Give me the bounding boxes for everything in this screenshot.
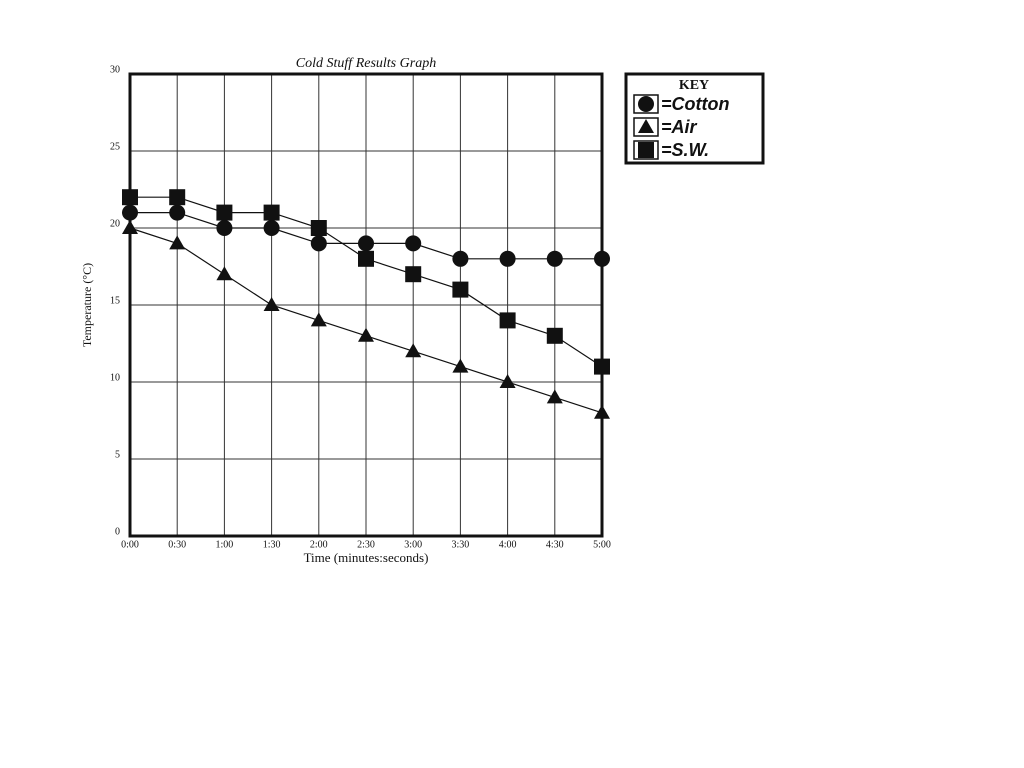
data-point — [452, 358, 469, 373]
legend-marker — [638, 142, 654, 158]
legend-marker — [638, 119, 654, 133]
data-point — [216, 204, 233, 221]
data-point — [358, 250, 374, 267]
x-tick-label: 3:00 — [404, 539, 422, 550]
data-point — [594, 404, 610, 419]
legend-title: KEY — [679, 78, 709, 93]
data-point — [546, 250, 563, 267]
data-point — [216, 266, 233, 281]
chart-title: Cold Stuff Results Graph — [296, 56, 436, 71]
data-point — [310, 220, 327, 236]
data-point — [546, 389, 563, 404]
x-tick-label: 0:00 — [121, 539, 139, 550]
data-point — [122, 220, 138, 234]
legend-label: =Cotton — [661, 94, 729, 114]
y-tick-label: 30 — [110, 64, 120, 75]
data-point — [452, 281, 469, 298]
data-point — [263, 297, 280, 311]
legend-label: =S.W. — [661, 140, 709, 160]
data-point — [263, 220, 280, 236]
data-point — [452, 250, 469, 267]
data-point — [499, 312, 516, 329]
x-tick-label: 4:30 — [546, 539, 564, 550]
data-point — [594, 250, 610, 267]
x-tick-label: 2:00 — [310, 539, 328, 550]
y-axis-label: Temperature (°C) — [80, 263, 94, 347]
x-tick-label: 3:30 — [452, 539, 470, 550]
data-point — [122, 204, 138, 221]
data-point — [405, 235, 422, 252]
data-point — [169, 189, 186, 206]
legend-marker — [638, 96, 654, 112]
data-point — [169, 235, 186, 250]
x-axis-label: Time (minutes:seconds) — [304, 550, 429, 565]
x-tick-label: 2:30 — [357, 539, 375, 550]
data-point — [310, 312, 327, 327]
plot-frame — [128, 72, 604, 538]
data-point — [358, 327, 374, 342]
data-point — [499, 374, 516, 388]
data-point — [594, 358, 610, 375]
data-point — [546, 327, 563, 344]
x-tick-label: 1:00 — [216, 539, 234, 550]
y-tick-label: 5 — [115, 449, 120, 460]
data-point — [405, 343, 422, 358]
y-tick-label: 20 — [110, 218, 120, 229]
data-point — [216, 220, 233, 236]
x-tick-label: 0:30 — [168, 539, 186, 550]
x-tick-label: 5:00 — [593, 539, 611, 550]
data-point — [169, 204, 186, 221]
y-tick-label: 10 — [110, 372, 120, 383]
x-tick-label: 4:00 — [499, 539, 517, 550]
x-tick-label: 1:30 — [263, 539, 281, 550]
legend-label: =Air — [661, 117, 698, 137]
y-tick-label: 0 — [115, 526, 120, 537]
data-point — [310, 235, 327, 252]
data-point — [499, 250, 516, 267]
y-tick-label: 15 — [110, 295, 120, 306]
data-point — [405, 266, 422, 283]
data-point — [358, 235, 374, 252]
data-point — [263, 204, 280, 221]
data-point — [122, 189, 138, 206]
y-tick-label: 25 — [110, 141, 120, 152]
